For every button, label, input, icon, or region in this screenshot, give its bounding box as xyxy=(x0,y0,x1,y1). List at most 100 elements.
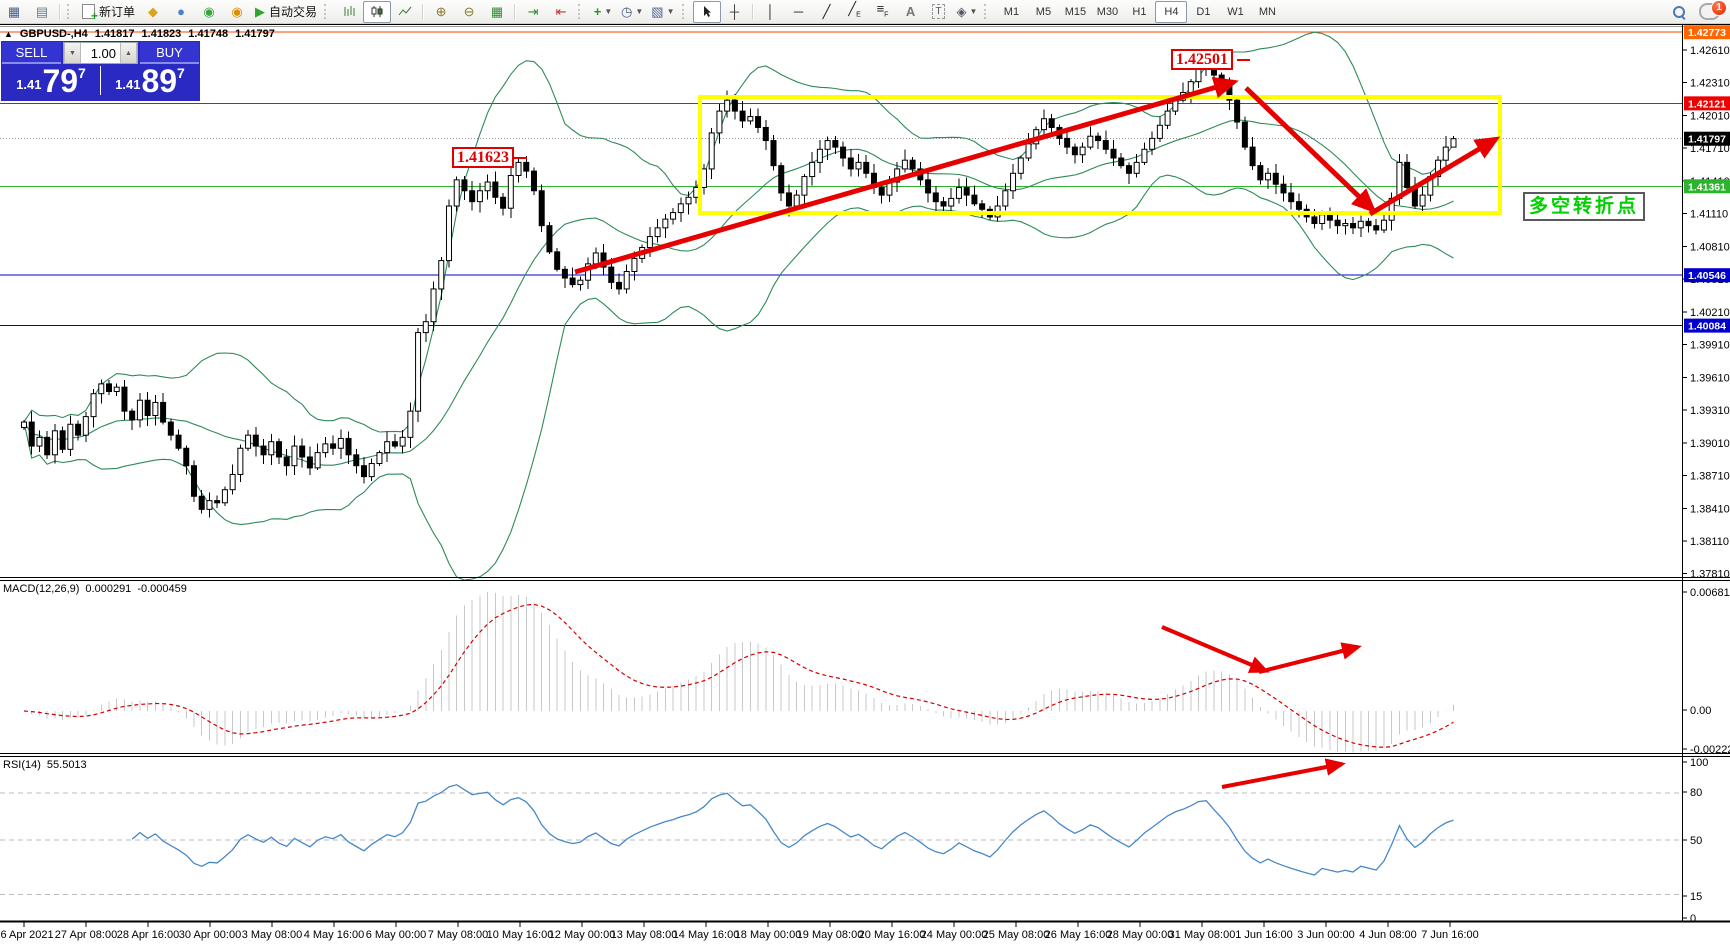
candle xyxy=(901,159,908,170)
candle xyxy=(337,437,344,449)
trend-arrow[interactable] xyxy=(1368,136,1501,217)
time-axis-label: 31 May 08:00 xyxy=(1169,929,1236,941)
candle xyxy=(863,161,870,174)
indicator-axis-label: 100 xyxy=(1690,757,1708,769)
text-label-button[interactable]: T xyxy=(925,1,953,23)
tile-windows-button[interactable]: ▦ xyxy=(483,1,511,23)
timeframe-d1[interactable]: D1 xyxy=(1196,5,1211,18)
candle xyxy=(75,423,82,436)
rsi-line xyxy=(131,784,1454,876)
candle xyxy=(1295,201,1302,210)
candle xyxy=(955,186,962,199)
timeframe-h4[interactable]: H4 xyxy=(1155,0,1188,23)
candle xyxy=(832,140,839,148)
notifications-icon[interactable]: 1 xyxy=(1699,0,1727,20)
profiles-button[interactable]: ▤ xyxy=(28,1,56,23)
trend-arrow[interactable] xyxy=(1258,642,1362,674)
timeframe-mn[interactable]: MN xyxy=(1258,5,1276,18)
candle xyxy=(21,421,27,429)
time-axis-label: 26 Apr 2021 xyxy=(0,929,54,941)
indicators-button[interactable]: + ▼ xyxy=(589,1,617,23)
chart-window-button[interactable]: ▦ xyxy=(0,1,28,23)
volume-down-icon[interactable]: ▼ xyxy=(64,43,81,63)
candle xyxy=(585,263,592,281)
candle xyxy=(82,416,89,436)
price-axis-label: 1.42610 xyxy=(1690,45,1730,57)
shapes-icon: ◈ xyxy=(956,4,967,19)
candle xyxy=(1280,183,1287,194)
candle xyxy=(1079,146,1086,156)
price-badge-label: 1.42121 xyxy=(1688,98,1726,110)
crosshair-button[interactable]: ┼ xyxy=(721,1,749,23)
sell-price[interactable]: 1.41 79 7 xyxy=(2,64,100,97)
candle-chart-button[interactable] xyxy=(363,0,392,23)
candle xyxy=(785,192,792,207)
buy-button[interactable]: BUY xyxy=(140,42,199,64)
zoom-in-button[interactable]: ⊕ xyxy=(427,1,455,23)
price-axis-label: 1.39910 xyxy=(1690,340,1730,352)
market-button[interactable]: ◉ xyxy=(223,1,251,23)
volume-value[interactable]: 1.00 xyxy=(90,46,116,61)
templates-button[interactable]: ▧ ▼ xyxy=(647,1,678,23)
horizontal-line-button[interactable]: ─ xyxy=(785,1,813,23)
candle xyxy=(28,421,35,447)
periods-button[interactable]: ◷ ▼ xyxy=(617,1,647,23)
timeframe-m5[interactable]: M5 xyxy=(1035,5,1052,18)
trend-note-text[interactable]: 多空转折点 xyxy=(1523,192,1646,221)
timeframe-m15[interactable]: M15 xyxy=(1064,5,1087,18)
new-order-button[interactable]: 新订单 xyxy=(78,1,139,23)
sell-button[interactable]: SELL xyxy=(2,42,61,64)
buy-price[interactable]: 1.41 89 7 xyxy=(101,64,199,97)
candle xyxy=(144,399,151,417)
trend-arrow[interactable] xyxy=(1161,625,1270,673)
candle xyxy=(762,126,769,142)
cursor-button[interactable] xyxy=(692,0,721,23)
timeframe-w1[interactable]: W1 xyxy=(1227,5,1244,18)
trend-arrow[interactable] xyxy=(1244,86,1377,214)
candle xyxy=(708,132,715,170)
toolbar-grip xyxy=(578,4,585,19)
vertical-line-button[interactable]: │ xyxy=(757,1,785,23)
price-badge xyxy=(1684,131,1730,146)
bar-chart-button[interactable] xyxy=(335,1,363,23)
channel-button[interactable]: ╱E xyxy=(841,1,869,23)
trend-arrow[interactable] xyxy=(1221,758,1346,789)
trendline-button[interactable]: ╱ xyxy=(813,1,841,23)
candle xyxy=(925,179,932,194)
candle xyxy=(1326,214,1333,221)
auto-scroll-button[interactable]: ⇥ xyxy=(519,1,547,23)
trendline-icon: ╱ xyxy=(822,4,831,19)
price-badge-label: 1.40084 xyxy=(1688,321,1726,333)
volume-up-icon[interactable]: ▲ xyxy=(120,43,137,63)
timeframe-h1[interactable]: H1 xyxy=(1132,5,1147,18)
horizontal-line-icon: ─ xyxy=(793,4,804,19)
search-icon[interactable] xyxy=(1673,5,1685,18)
candle xyxy=(299,445,306,458)
fibonacci-button[interactable]: ≡F xyxy=(869,1,897,23)
autotrading-button[interactable]: ▶ 自动交易 xyxy=(251,1,321,23)
signals-button[interactable]: ◉ xyxy=(195,1,223,23)
market-watch-button[interactable]: ◆ xyxy=(139,1,167,23)
text-button[interactable]: A xyxy=(897,1,925,23)
candle xyxy=(268,441,275,456)
line-chart-button[interactable] xyxy=(391,1,419,23)
community-button[interactable]: ● xyxy=(167,1,195,23)
candle xyxy=(59,430,66,450)
candle xyxy=(1087,135,1094,148)
candle xyxy=(160,401,167,423)
price-annotation-1-42501[interactable]: 1.42501 xyxy=(1171,49,1233,70)
price-annotation-1-41623[interactable]: 1.41623 xyxy=(452,147,514,168)
timeframe-m1[interactable]: M1 xyxy=(1003,5,1020,18)
volume-stepper[interactable]: ▼ 1.00 ▲ xyxy=(63,42,138,64)
chart-shift-button[interactable]: ⇤ xyxy=(547,1,575,23)
shapes-button[interactable]: ◈ ▼ xyxy=(953,1,982,23)
macd-signal-line xyxy=(23,603,1454,748)
new-order-icon xyxy=(82,4,98,23)
macd-name: MACD(12,26,9) xyxy=(3,583,80,595)
price-axis-label: 1.39610 xyxy=(1690,372,1730,384)
zoom-out-button[interactable]: ⊖ xyxy=(455,1,483,23)
trend-arrow[interactable] xyxy=(574,76,1239,275)
timeframe-m30[interactable]: M30 xyxy=(1096,5,1119,18)
candle xyxy=(345,437,352,456)
